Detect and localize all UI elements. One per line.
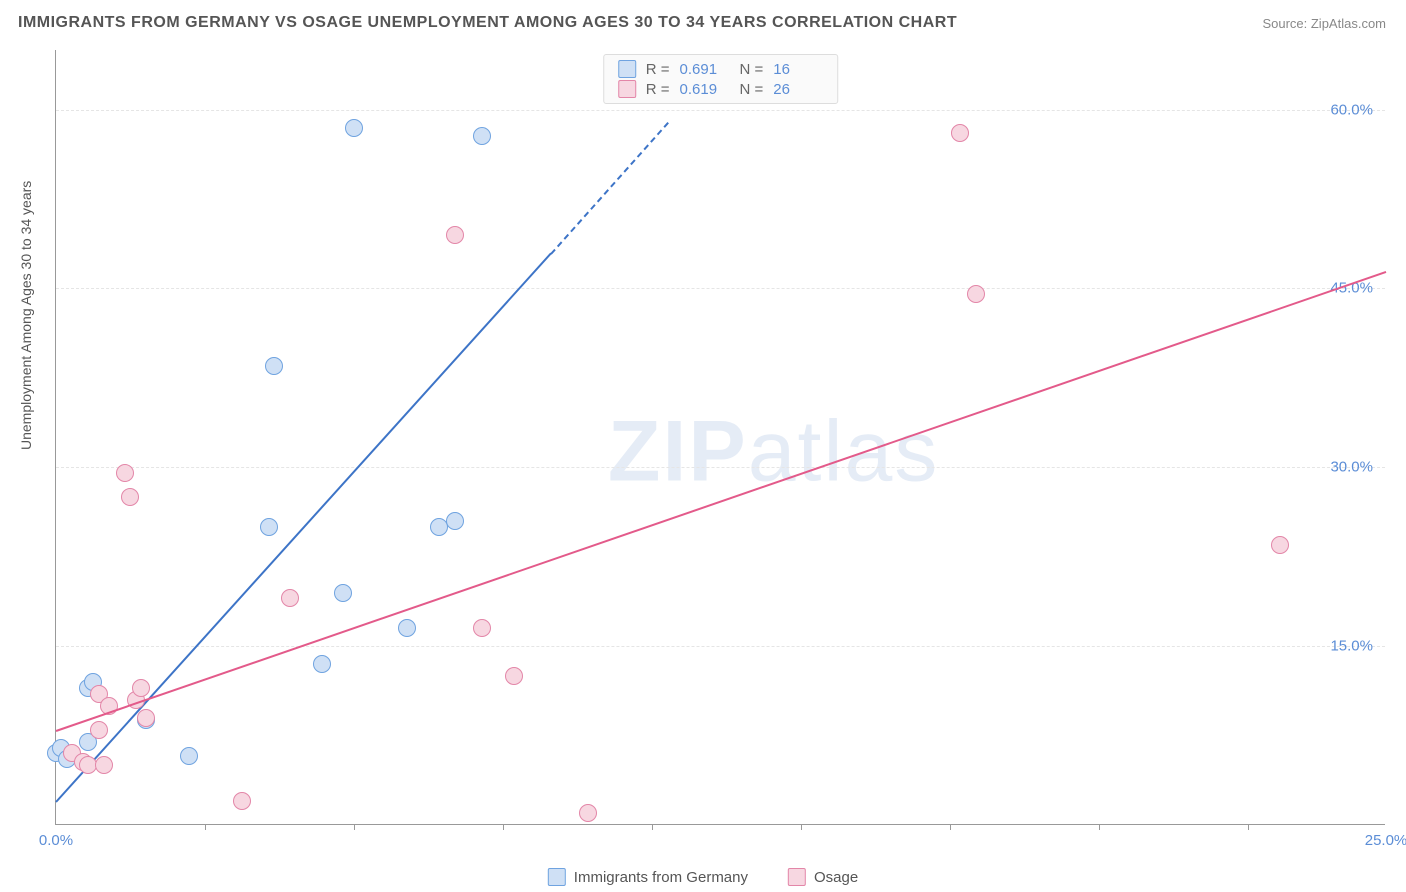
scatter-point	[121, 488, 139, 506]
x-tick-mark	[950, 824, 951, 830]
gridline-h	[56, 288, 1385, 289]
scatter-point	[345, 119, 363, 137]
legend-label-series1: Immigrants from Germany	[574, 869, 748, 886]
stats-row-series2: R = 0.619 N = 26	[618, 79, 824, 99]
gridline-h	[56, 110, 1385, 111]
x-tick-mark	[503, 824, 504, 830]
scatter-point	[281, 589, 299, 607]
x-tick-mark	[1099, 824, 1100, 830]
x-tick-mark	[1248, 824, 1249, 830]
scatter-point	[398, 619, 416, 637]
legend-swatch-series1	[548, 868, 566, 886]
gridline-h	[56, 646, 1385, 647]
swatch-series1	[618, 60, 636, 78]
scatter-point	[473, 127, 491, 145]
scatter-point	[334, 584, 352, 602]
scatter-point	[233, 792, 251, 810]
y-axis-label: Unemployment Among Ages 30 to 34 years	[18, 181, 34, 450]
legend-item-series1: Immigrants from Germany	[548, 868, 748, 886]
x-tick-mark	[354, 824, 355, 830]
stats-row-series1: R = 0.691 N = 16	[618, 59, 824, 79]
x-tick-label: 25.0%	[1365, 832, 1406, 849]
source-label: Source: ZipAtlas.com	[1262, 16, 1386, 31]
r-value-series2: 0.619	[680, 81, 730, 98]
x-tick-label: 0.0%	[39, 832, 73, 849]
n-value-series1: 16	[773, 61, 823, 78]
y-tick-label: 30.0%	[1330, 459, 1373, 476]
legend-swatch-series2	[788, 868, 806, 886]
scatter-point	[967, 285, 985, 303]
watermark-atlas: atlas	[748, 404, 940, 500]
x-tick-mark	[801, 824, 802, 830]
scatter-point	[265, 357, 283, 375]
n-label: N =	[740, 61, 764, 78]
watermark: ZIPatlas	[608, 403, 939, 502]
scatter-point	[132, 679, 150, 697]
scatter-point	[313, 655, 331, 673]
scatter-point	[1271, 536, 1289, 554]
watermark-zip: ZIP	[608, 404, 748, 500]
r-label: R =	[646, 81, 670, 98]
swatch-series2	[618, 80, 636, 98]
scatter-point	[90, 721, 108, 739]
trend-line	[55, 253, 551, 803]
scatter-point	[446, 226, 464, 244]
scatter-point	[180, 747, 198, 765]
scatter-point	[446, 512, 464, 530]
scatter-point	[260, 518, 278, 536]
trend-line-dashed	[550, 122, 669, 254]
chart-plot-area: ZIPatlas R = 0.691 N = 16 R = 0.619 N = …	[55, 50, 1385, 825]
correlation-stats-box: R = 0.691 N = 16 R = 0.619 N = 26	[603, 54, 839, 104]
trend-line	[56, 271, 1387, 732]
chart-title: IMMIGRANTS FROM GERMANY VS OSAGE UNEMPLO…	[18, 14, 957, 32]
x-tick-mark	[205, 824, 206, 830]
legend-item-series2: Osage	[788, 868, 858, 886]
scatter-point	[95, 756, 113, 774]
n-value-series2: 26	[773, 81, 823, 98]
r-value-series1: 0.691	[680, 61, 730, 78]
n-label: N =	[740, 81, 764, 98]
r-label: R =	[646, 61, 670, 78]
bottom-legend: Immigrants from Germany Osage	[548, 868, 858, 886]
x-tick-mark	[652, 824, 653, 830]
legend-label-series2: Osage	[814, 869, 858, 886]
gridline-h	[56, 467, 1385, 468]
scatter-point	[579, 804, 597, 822]
scatter-point	[951, 124, 969, 142]
scatter-point	[137, 709, 155, 727]
scatter-point	[505, 667, 523, 685]
scatter-point	[116, 464, 134, 482]
y-tick-label: 15.0%	[1330, 638, 1373, 655]
scatter-point	[473, 619, 491, 637]
y-tick-label: 60.0%	[1330, 101, 1373, 118]
